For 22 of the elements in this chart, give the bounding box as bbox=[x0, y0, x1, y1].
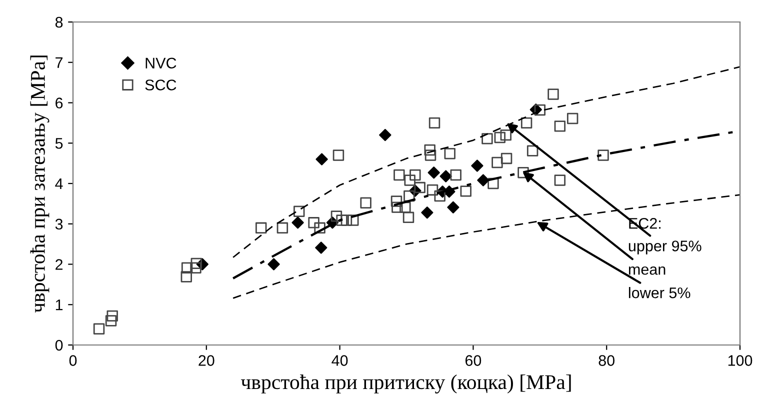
y-tick-label: 6 bbox=[56, 98, 63, 108]
legend-label: NVC bbox=[146, 58, 176, 69]
x-tick-label: 0 bbox=[69, 355, 77, 366]
annotation: lower 5% bbox=[628, 287, 690, 298]
y-tick-label: 4 bbox=[55, 178, 63, 190]
legend-label: SCC bbox=[145, 80, 176, 90]
y-tick-label: 5 bbox=[55, 138, 63, 149]
y-tick-label: 3 bbox=[55, 218, 63, 230]
x-tick-label: 40 bbox=[332, 355, 348, 366]
y-tick-label: 0 bbox=[55, 340, 63, 351]
x-tick-label: 20 bbox=[198, 355, 214, 366]
x-tick-label: 100 bbox=[728, 355, 752, 366]
x-axis-title: чврстоћа при притиску (коцка) [MPa] bbox=[240, 374, 571, 394]
y-tick-label: 1 bbox=[56, 300, 63, 310]
y-tick-label: 7 bbox=[56, 57, 63, 68]
y-tick-label: 8 bbox=[55, 16, 63, 28]
x-tick-label: 60 bbox=[465, 355, 482, 366]
annotation: upper 95% bbox=[628, 240, 702, 254]
y-tick-label: 2 bbox=[56, 259, 63, 270]
y-axis-title: чврстоћа при затезању [MPa] bbox=[30, 56, 50, 313]
annotation: mean bbox=[628, 266, 666, 275]
x-tick-label: 80 bbox=[598, 355, 614, 366]
